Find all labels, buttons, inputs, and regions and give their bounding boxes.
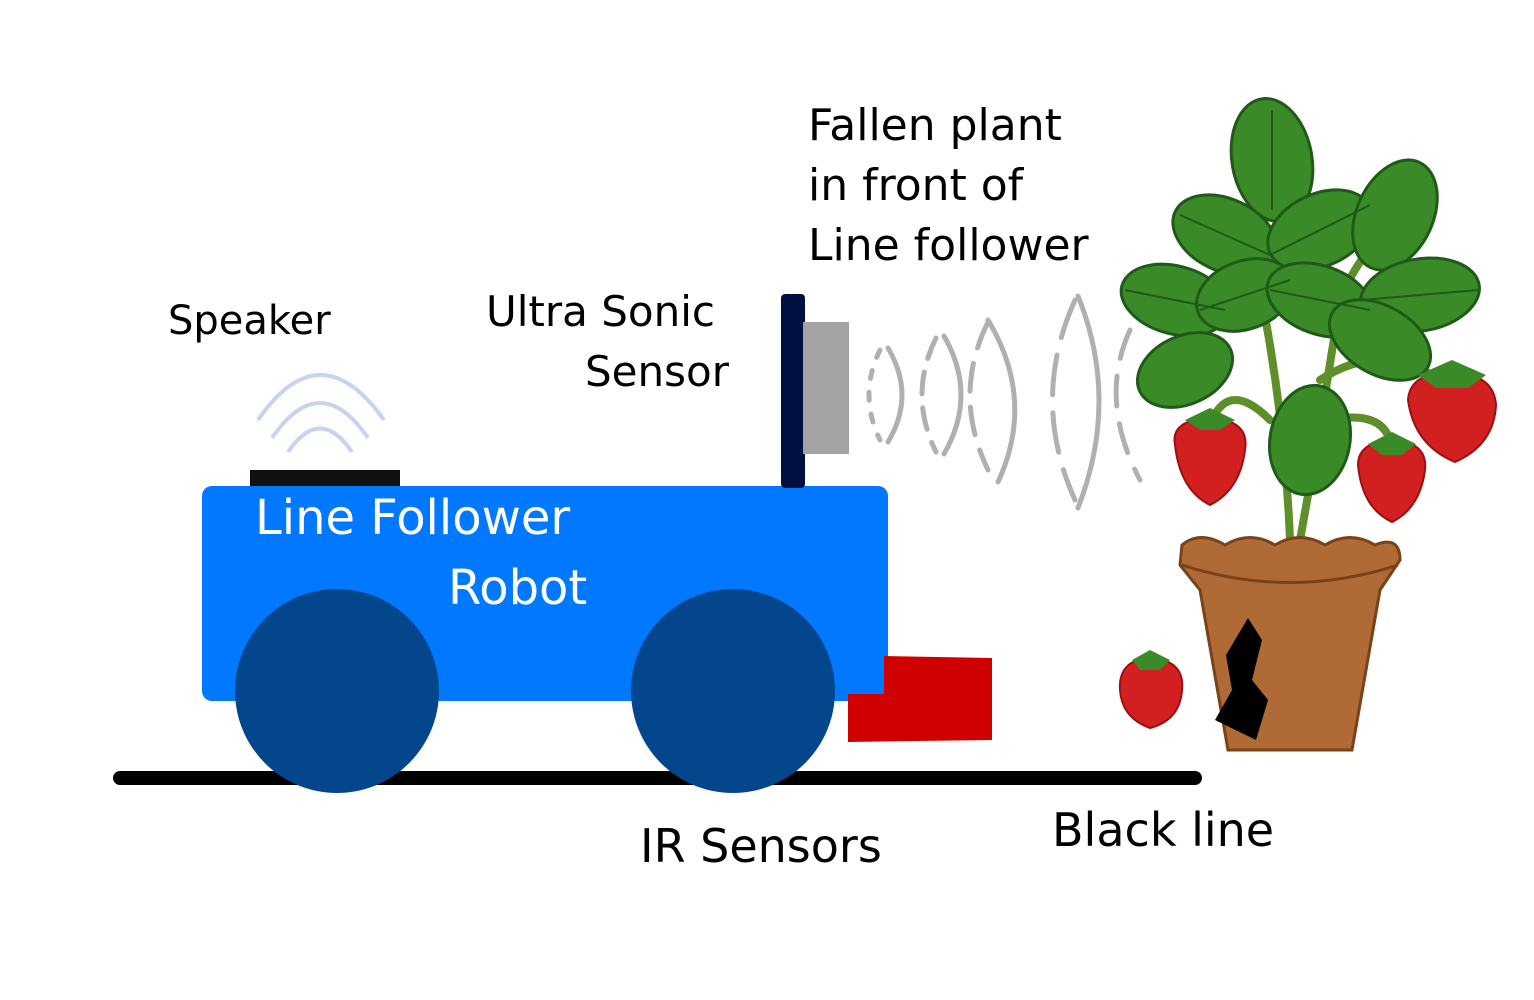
speaker-label: Speaker <box>168 298 331 344</box>
strawberry-icon <box>1173 408 1247 507</box>
pot-crack <box>1215 618 1268 740</box>
robot-label-line1: Line Follower <box>255 490 571 546</box>
speaker-wave-icon <box>256 373 386 454</box>
ir-sensors-label: IR Sensors <box>640 819 882 873</box>
rear-wheel <box>235 589 439 793</box>
strawberry-icon <box>1406 360 1498 464</box>
ultrasonic-label-line1: Ultra Sonic <box>486 287 715 336</box>
flower-pot <box>1178 536 1402 752</box>
ultrasonic-sensor <box>803 322 849 454</box>
fallen-plant-label: Fallen plant in front of Line follower <box>808 96 1089 276</box>
front-wheel <box>631 589 835 793</box>
fallen-strawberry-icon <box>1118 650 1184 730</box>
plant-label-line2: in front of <box>808 160 1024 211</box>
ultrasonic-wave-icon <box>866 293 1143 511</box>
plant-label-line3: Line follower <box>808 220 1089 271</box>
ultrasonic-label-line2: Sensor <box>585 347 729 396</box>
ultrasonic-mount <box>781 294 805 488</box>
strawberry-icon <box>1356 432 1427 524</box>
ir-sensor <box>848 656 992 742</box>
plant <box>1118 97 1498 752</box>
speaker <box>250 470 400 488</box>
black-line-label: Black line <box>1052 803 1275 857</box>
plant-label-line1: Fallen plant <box>808 100 1062 151</box>
robot-label-line2: Robot <box>448 560 588 616</box>
